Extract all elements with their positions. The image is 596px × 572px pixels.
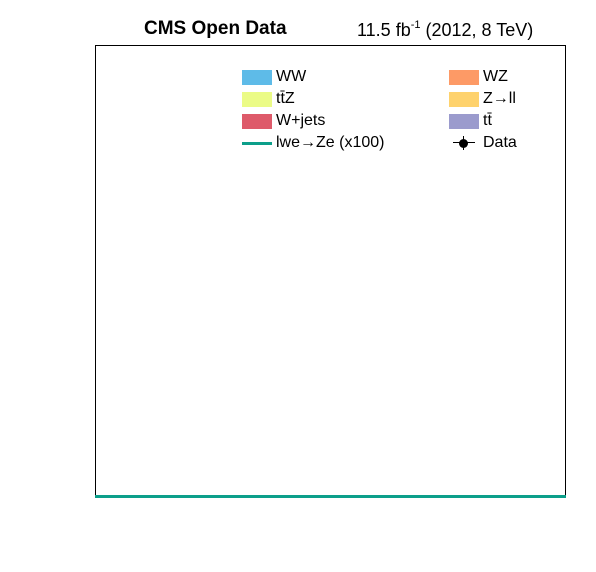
legend-label: Z→ll xyxy=(483,90,516,107)
legend-item: lwe→Ze (x100) xyxy=(242,134,384,152)
legend-item: Data xyxy=(449,134,517,152)
plot-frame xyxy=(95,45,566,497)
legend-label: tt̄ xyxy=(483,112,492,129)
legend-label: tt̄Z xyxy=(276,90,295,107)
legend-item: WW xyxy=(242,68,306,86)
legend-label: lwe→Ze (x100) xyxy=(276,134,385,151)
legend-swatch xyxy=(242,91,272,107)
legend-swatch xyxy=(242,113,272,129)
legend-label: WW xyxy=(276,68,307,85)
legend-label: WZ xyxy=(483,68,508,85)
legend-swatch xyxy=(242,141,272,145)
legend-item: tt̄Z xyxy=(242,90,295,108)
legend-item: W+jets xyxy=(242,112,325,130)
legend-item: WZ xyxy=(449,68,508,86)
lumi-prefix: 11.5 fb xyxy=(357,20,411,40)
legend-swatch xyxy=(449,134,479,152)
legend-swatch xyxy=(242,69,272,85)
legend-label: W+jets xyxy=(276,112,326,129)
experiment-label: CMS Open Data xyxy=(144,18,287,39)
legend-item: Z→ll xyxy=(449,90,516,108)
lumi-suffix: (2012, 8 TeV) xyxy=(420,20,534,40)
luminosity-label: 11.5 fb-1 (2012, 8 TeV) xyxy=(357,19,533,41)
lumi-exponent: -1 xyxy=(410,19,421,31)
legend-item: tt̄ xyxy=(449,112,492,130)
legend-swatch xyxy=(449,113,479,129)
legend-label: Data xyxy=(483,134,517,151)
legend-swatch xyxy=(449,69,479,85)
signal-line xyxy=(95,495,566,498)
legend-swatch xyxy=(449,91,479,107)
